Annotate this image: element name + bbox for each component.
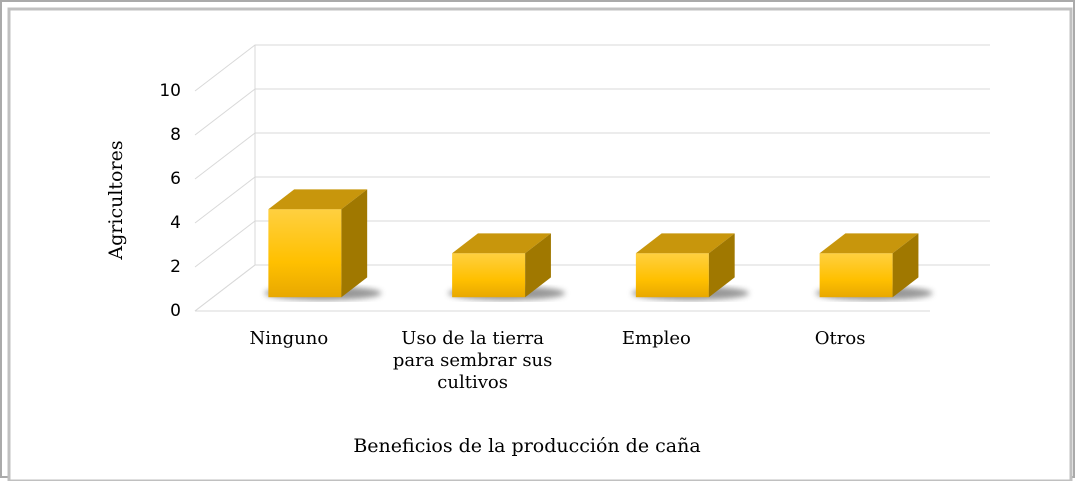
y-tick-label: 0 [170, 301, 181, 321]
bar [815, 233, 933, 301]
y-tick-label: 6 [170, 169, 181, 189]
bar-side [708, 233, 735, 298]
grid-line [194, 176, 990, 224]
y-tick-label: 10 [159, 81, 181, 101]
y-axis-title: Agricultores [105, 140, 127, 260]
bar-front [452, 253, 526, 298]
bar-top [635, 233, 735, 254]
bar [448, 233, 566, 301]
x-tick-label: Otros [814, 328, 866, 349]
bar-front [268, 209, 342, 298]
x-tick-label: Uso de la tierra para sembrar sus cultiv… [392, 328, 553, 393]
grid-line [194, 220, 990, 268]
bar-side [892, 233, 919, 298]
x-tick-label: Empleo [621, 328, 691, 349]
x-axis-title: Beneficios de la producción de caña [353, 435, 700, 457]
bar-top [268, 189, 368, 210]
y-tick-label: 2 [170, 257, 181, 277]
bar-top [819, 233, 919, 254]
grid-line [194, 264, 990, 312]
bar-top [452, 233, 551, 254]
bar-front [819, 253, 893, 298]
x-tick-label: Ninguno [249, 328, 329, 349]
grid-line [194, 88, 990, 136]
y-tick-label: 8 [170, 125, 181, 145]
bar [264, 189, 382, 301]
bar [631, 233, 749, 301]
bar-front [635, 253, 709, 298]
grid-line [194, 132, 990, 180]
y-tick-label: 4 [170, 213, 181, 233]
bar-side [341, 189, 368, 298]
grid-line [194, 44, 990, 92]
bar-side [525, 233, 551, 298]
